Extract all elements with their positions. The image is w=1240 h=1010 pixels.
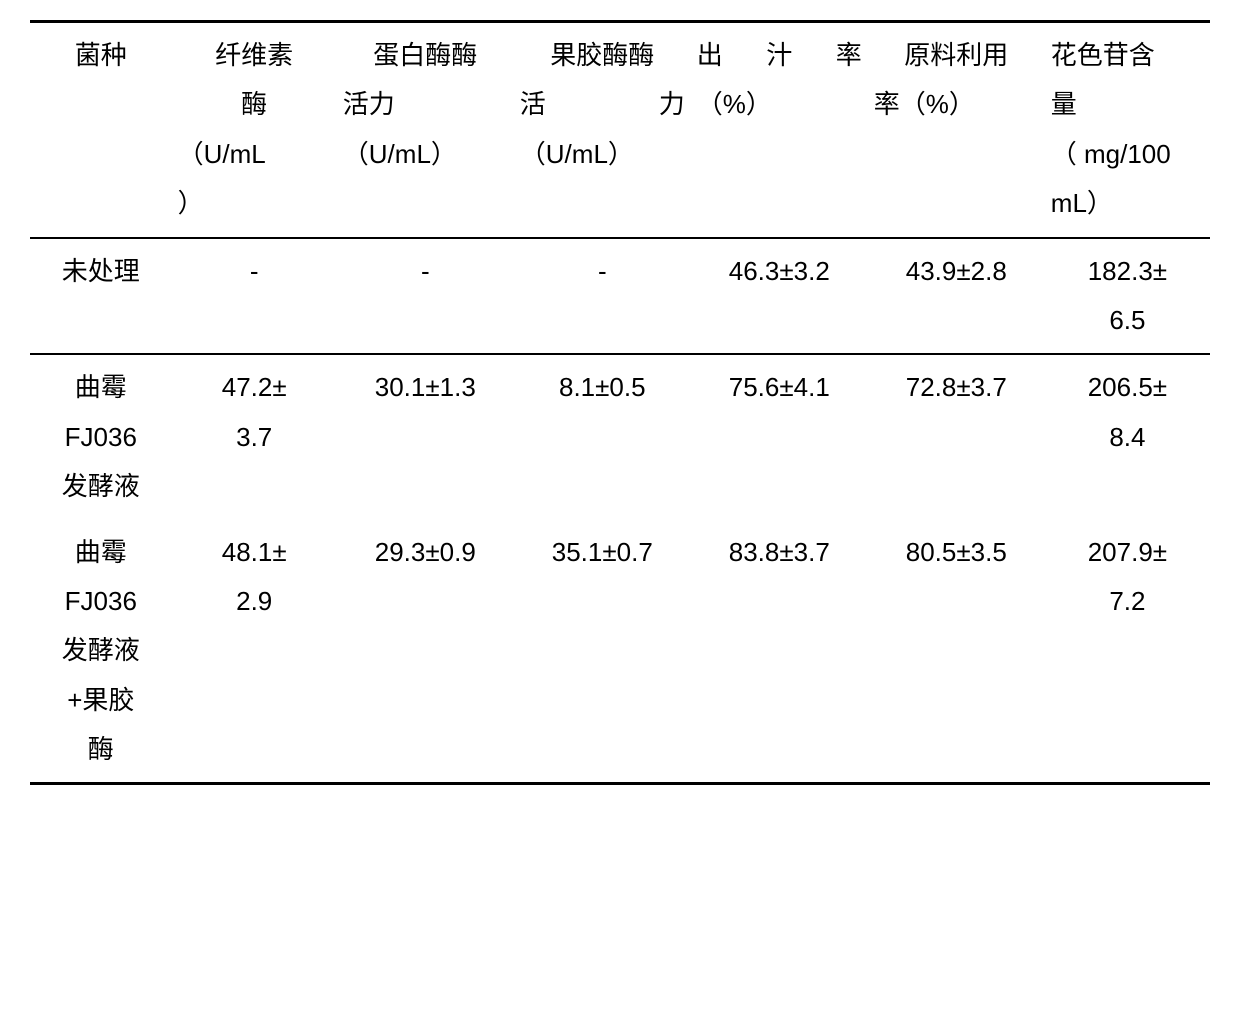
cell-protease: 29.3±0.9: [337, 520, 514, 784]
table-row: 曲霉 FJ036 发酵液 47.2± 3.7 30.1±1.3 8.1±0.5 …: [30, 354, 1210, 519]
table-row: 未处理 - - - 46.3±3.2 43.9±2.8 182.3± 6.5: [30, 238, 1210, 355]
table-header-row: 菌种 纤维素 酶 （U/mL ） 蛋白酶酶 活力 （U/mL） 果胶酶酶 活 力…: [30, 22, 1210, 238]
col-header-juice-rate: 出 汁 率 （%）: [691, 22, 868, 238]
col-header-material-rate: 原料利用 率（%）: [868, 22, 1045, 238]
col-header-cellulase: 纤维素 酶 （U/mL ）: [172, 22, 337, 238]
cell-juice-rate: 75.6±4.1: [691, 354, 868, 519]
cell-strain: 曲霉 FJ036 发酵液: [30, 354, 172, 519]
cell-strain: 曲霉 FJ036 发酵液 +果胶 酶: [30, 520, 172, 784]
cell-cellulase: 47.2± 3.7: [172, 354, 337, 519]
cell-cellulase: 48.1± 2.9: [172, 520, 337, 784]
cell-protease: 30.1±1.3: [337, 354, 514, 519]
col-header-pectinase: 果胶酶酶 活 力 （U/mL）: [514, 22, 691, 238]
cell-cellulase: -: [172, 238, 337, 355]
col-header-strain: 菌种: [30, 22, 172, 238]
cell-anthocyanin: 182.3± 6.5: [1045, 238, 1210, 355]
cell-protease: -: [337, 238, 514, 355]
enzyme-data-table: 菌种 纤维素 酶 （U/mL ） 蛋白酶酶 活力 （U/mL） 果胶酶酶 活 力…: [30, 20, 1210, 785]
col-header-anthocyanin: 花色苷含 量 （ mg/100 mL）: [1045, 22, 1210, 238]
table-row: 曲霉 FJ036 发酵液 +果胶 酶 48.1± 2.9 29.3±0.9 35…: [30, 520, 1210, 784]
cell-strain: 未处理: [30, 238, 172, 355]
cell-material-rate: 43.9±2.8: [868, 238, 1045, 355]
cell-material-rate: 72.8±3.7: [868, 354, 1045, 519]
cell-juice-rate: 46.3±3.2: [691, 238, 868, 355]
cell-pectinase: 35.1±0.7: [514, 520, 691, 784]
cell-material-rate: 80.5±3.5: [868, 520, 1045, 784]
col-header-protease: 蛋白酶酶 活力 （U/mL）: [337, 22, 514, 238]
cell-juice-rate: 83.8±3.7: [691, 520, 868, 784]
cell-pectinase: -: [514, 238, 691, 355]
cell-pectinase: 8.1±0.5: [514, 354, 691, 519]
cell-anthocyanin: 207.9± 7.2: [1045, 520, 1210, 784]
cell-anthocyanin: 206.5± 8.4: [1045, 354, 1210, 519]
